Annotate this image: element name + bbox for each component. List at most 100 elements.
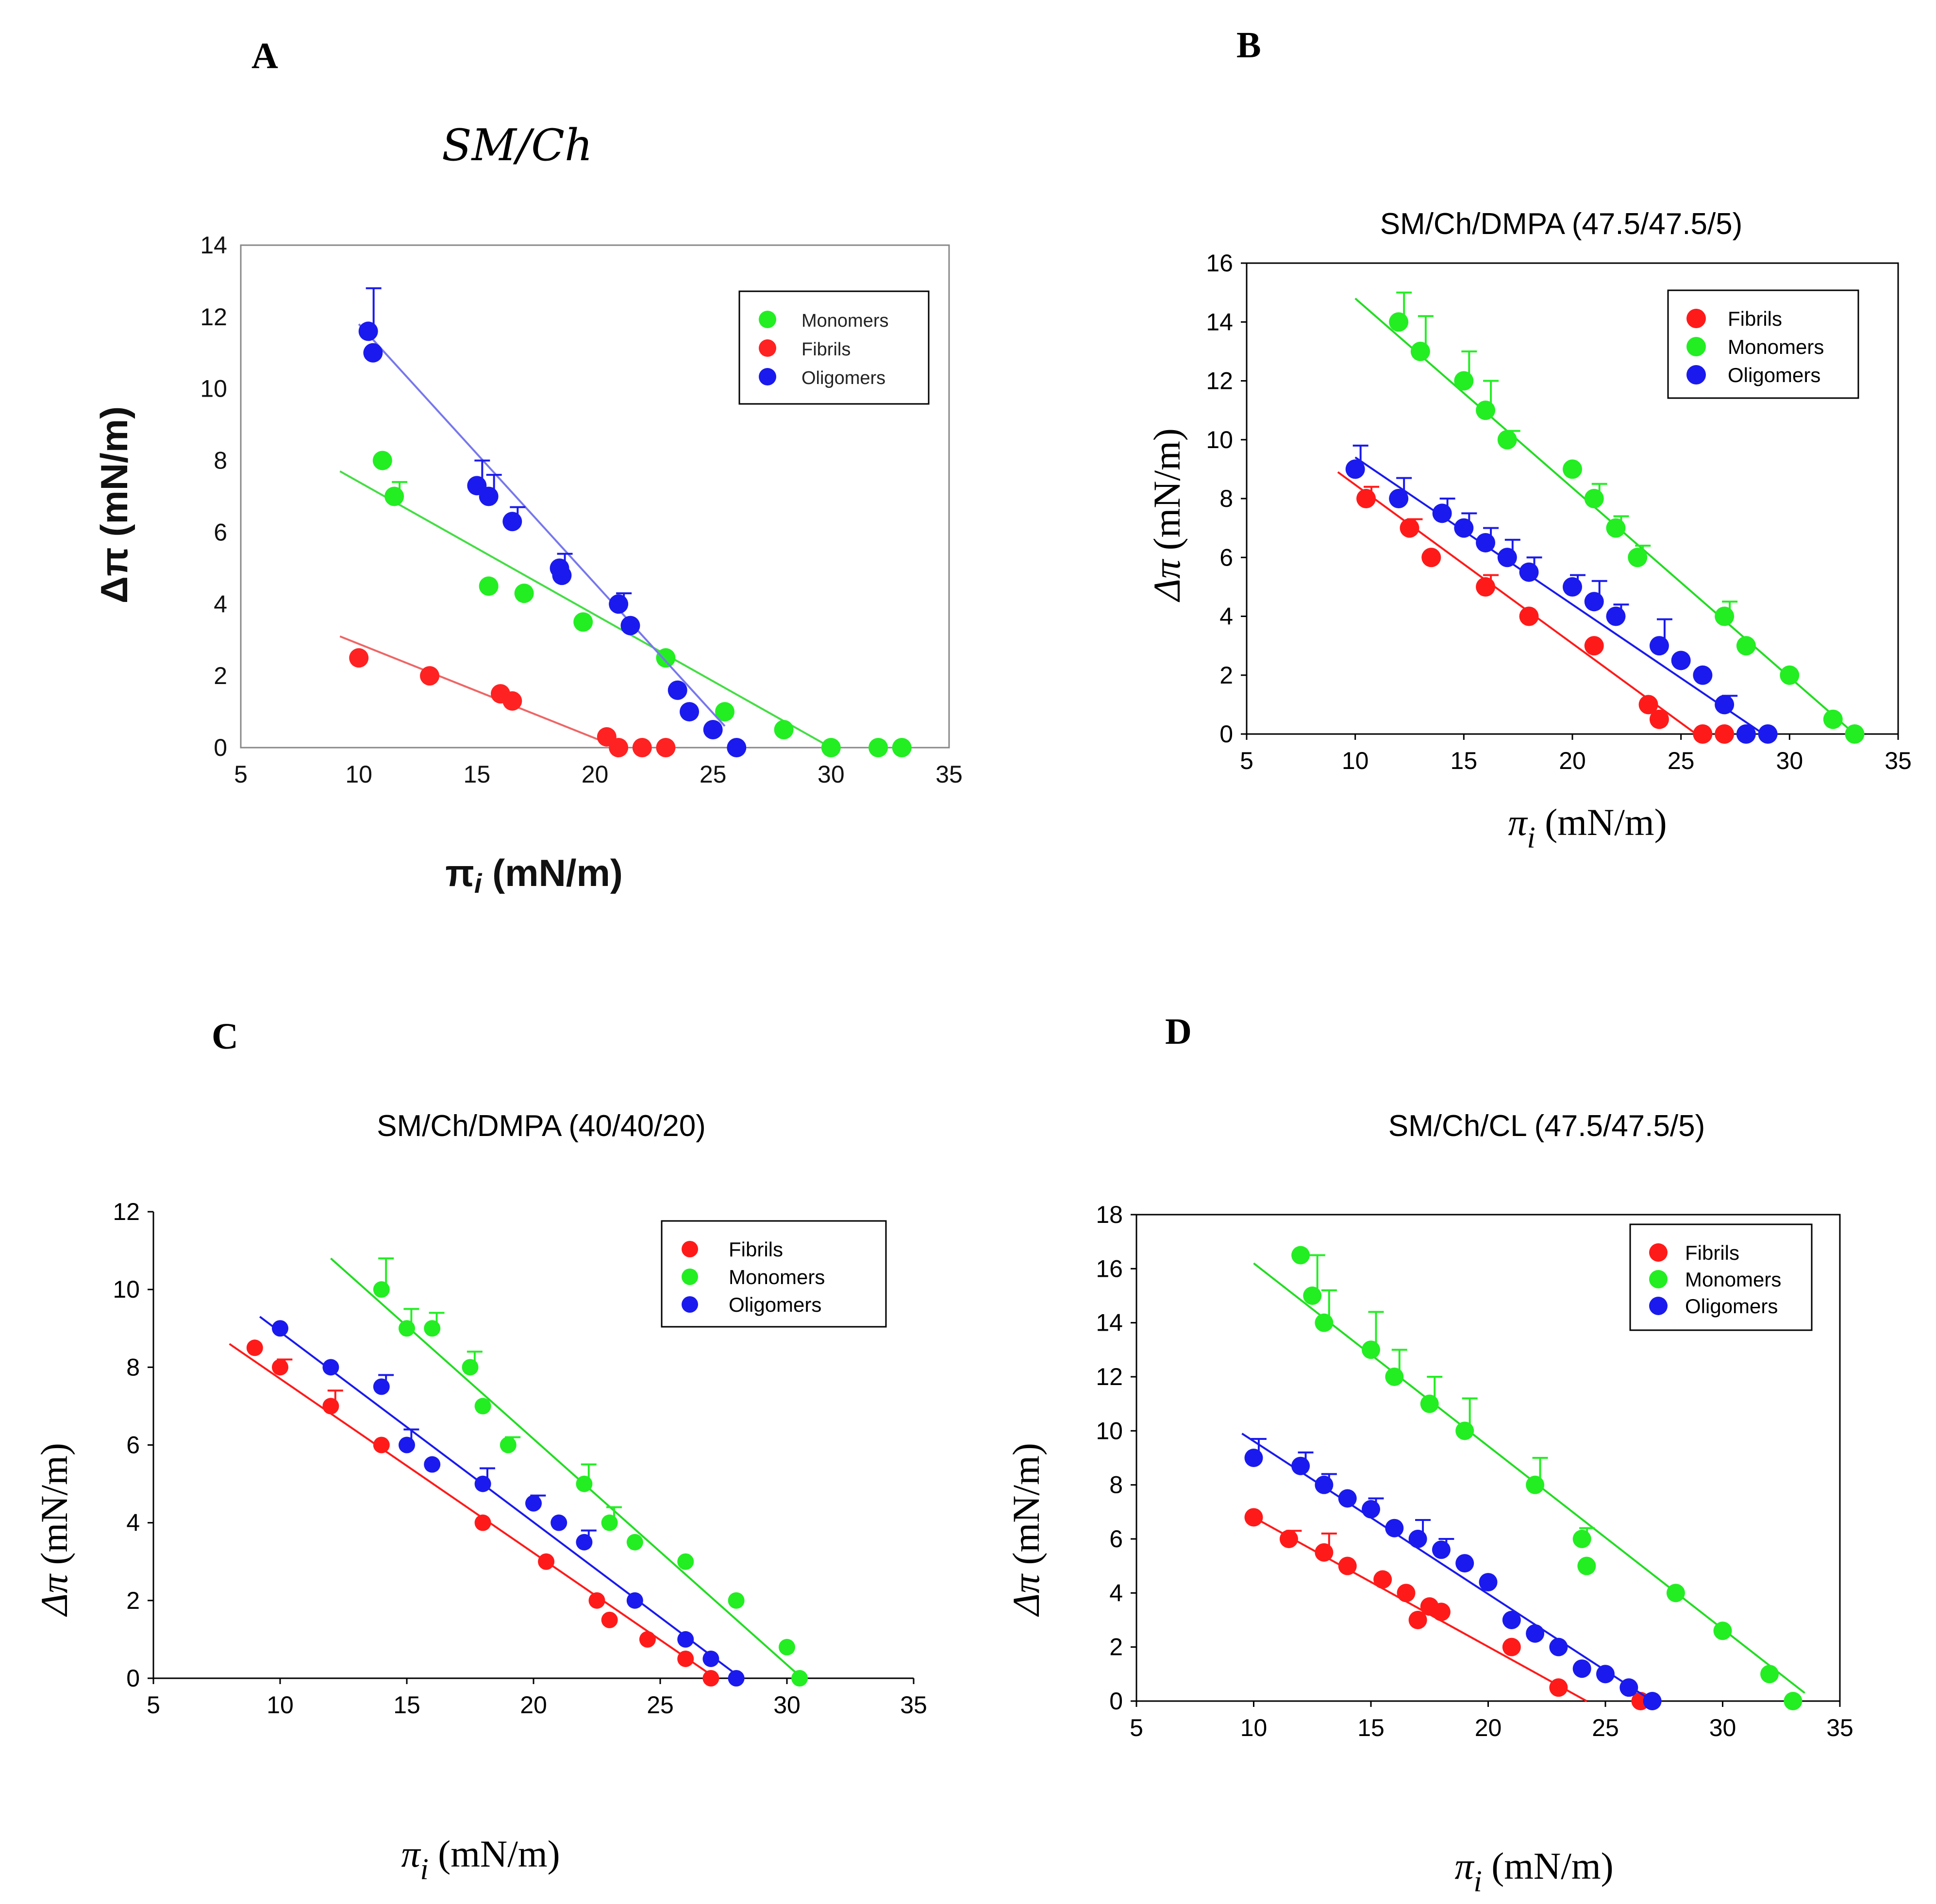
panel-c-y-tick-label: 12	[113, 1198, 140, 1225]
panel-d-letter: D	[1165, 1011, 1192, 1052]
panel-d-legend-marker-oligomers	[1649, 1297, 1668, 1315]
panel-d-fibrils-point	[1502, 1637, 1521, 1656]
panel-b: B SM/Ch/DMPA (47.5/47.5/5) 5 10 15 20 25 30 35…	[1146, 25, 1912, 854]
panel-b-oligomers-point	[1606, 606, 1626, 626]
panel-c-oligomers-point	[373, 1378, 390, 1395]
panel-b-fibrils-point	[1476, 577, 1496, 597]
panel-a-oligomers-point	[680, 702, 700, 722]
panel-c-y-tick-label: 10	[113, 1276, 140, 1303]
panel-d-legend-label-oligomers: Oligomers	[1685, 1295, 1778, 1318]
panel-d-x-tick-label: 10	[1240, 1714, 1268, 1741]
panel-c-monomers-point	[373, 1281, 390, 1298]
panel-d-y-tick-label: 12	[1096, 1363, 1123, 1390]
panel-c-fibrils-fit-line	[229, 1343, 717, 1679]
panel-d-fibrils-point	[1432, 1603, 1451, 1621]
panel-a-fibrils-point	[656, 738, 676, 757]
panel-b-y-tick-label: 2	[1219, 662, 1233, 689]
panel-b-monomers-point	[1389, 312, 1409, 332]
panel-c-fibrils-point	[474, 1514, 491, 1531]
panel-c-fibrils-point	[639, 1631, 656, 1648]
panel-c-oligomers-point	[424, 1456, 441, 1473]
panel-c-monomers-point	[677, 1553, 694, 1570]
panel-b-y-tick-label: 6	[1219, 544, 1233, 571]
panel-c-monomers-point	[576, 1475, 593, 1492]
panel-a-y-tick-label: 12	[200, 303, 227, 331]
panel-d-fibrils-point	[1549, 1678, 1568, 1697]
panel-d-oligomers-point	[1502, 1611, 1521, 1629]
panel-d-oligomers-point	[1619, 1678, 1638, 1697]
panel-a-title: SM/Ch	[442, 120, 593, 171]
panel-a-legend-marker-fibrils	[759, 339, 776, 357]
panel-d-fibrils-point	[1279, 1530, 1298, 1548]
panel-d-fibrils-point	[1373, 1570, 1392, 1589]
panel-b-oligomers-point	[1519, 562, 1539, 582]
panel-a-monomers-point	[514, 584, 534, 603]
panel-b-legend-label-fibrils: Fibrils	[1728, 307, 1782, 330]
panel-d-oligomers-point	[1549, 1637, 1568, 1656]
panel-b-oligomers-fit-line	[1354, 456, 1764, 735]
panel-d-oligomers-point	[1596, 1665, 1615, 1684]
panel-a-y-tick-label: 4	[214, 590, 227, 618]
panel-c-legend-marker-monomers	[682, 1269, 698, 1285]
panel-d-y-tick-label: 14	[1096, 1309, 1123, 1336]
panel-a-legend-label-fibrils: Fibrils	[801, 339, 851, 360]
panel-b-y-tick-label: 4	[1219, 603, 1233, 630]
panel-b-monomers-point	[1476, 401, 1496, 420]
panel-c-monomers-point	[791, 1670, 808, 1687]
panel-a-fibrils-point	[502, 691, 522, 711]
panel-d-monomers-point	[1666, 1584, 1685, 1603]
panel-c-fibrils-point	[272, 1359, 288, 1376]
panel-a-y-axis-label: Δπ (mN/m)	[93, 406, 135, 603]
panel-c-x-axis-label: πi (mN/m)	[401, 1833, 560, 1886]
panel-b-x-axis-label: πi (mN/m)	[1508, 801, 1667, 854]
panel-c-monomers-point	[728, 1592, 745, 1609]
panel-a-oligomers-point	[479, 486, 499, 506]
panel-a-x-tick-label: 25	[700, 761, 727, 788]
panel-b-x-tick-label: 5	[1240, 747, 1253, 774]
panel-c-fibrils-point	[373, 1436, 390, 1453]
panel-a-monomers-point	[774, 720, 794, 740]
panel-d: D SM/Ch/CL (47.5/47.5/5) 5 10 15 20 25 30 35 0 2…	[1005, 1011, 1853, 1898]
panel-a-y-tick-label: 6	[214, 518, 227, 546]
panel-b-y-tick-label: 0	[1219, 720, 1233, 748]
panel-c-oligomers-point	[399, 1436, 415, 1453]
panel-d-legend-marker-fibrils	[1649, 1243, 1668, 1262]
panel-b-y-tick-label: 14	[1206, 308, 1233, 335]
panel-c-x-tick-label: 20	[520, 1691, 547, 1719]
panel-a-x-tick-label: 5	[234, 761, 248, 788]
panel-c-x-tick-label: 15	[393, 1691, 420, 1719]
panel-d-monomers-point	[1455, 1421, 1474, 1440]
panel-a-monomers-point	[892, 738, 912, 757]
panel-a-x-tick-label: 10	[345, 761, 372, 788]
panel-b-monomers-point	[1845, 724, 1865, 744]
panel-b-x-tick-label: 30	[1776, 747, 1803, 774]
panel-b-oligomers-point	[1649, 636, 1669, 656]
panel-d-fibrils-fit-line	[1253, 1516, 1587, 1702]
panel-c-fibrils-point	[601, 1611, 618, 1628]
panel-a-y-tick-label: 10	[200, 375, 227, 402]
panel-a-y-tick-label: 14	[200, 232, 227, 259]
panel-b-oligomers-point	[1476, 533, 1496, 552]
panel-b-oligomers-point	[1563, 577, 1582, 597]
panel-d-fibrils-point	[1408, 1611, 1427, 1629]
panel-a-fibrils-fit-line	[339, 635, 619, 749]
panel-c-x-tick-label: 5	[147, 1691, 160, 1719]
panel-b-oligomers-point	[1432, 503, 1452, 523]
panel-a-fibrils-point	[349, 648, 369, 668]
panel-d-monomers-point	[1713, 1621, 1732, 1640]
panel-d-y-tick-label: 18	[1096, 1201, 1123, 1228]
panel-d-oligomers-point	[1291, 1456, 1310, 1475]
panel-c-oligomers-point	[474, 1475, 491, 1492]
panel-d-monomers-point	[1303, 1286, 1322, 1305]
panel-d-oligomers-point	[1385, 1519, 1404, 1537]
panel-a-monomers-point	[573, 612, 593, 632]
panel-b-fibrils-point	[1356, 489, 1376, 508]
panel-c-y-tick-label: 4	[126, 1509, 140, 1537]
panel-a-monomers-point	[715, 702, 734, 722]
panel-a-fibrils-point	[420, 666, 440, 686]
panel-d-fibrils-point	[1397, 1584, 1416, 1603]
panel-b-oligomers-point	[1345, 459, 1365, 479]
panel-b-legend-marker-monomers	[1686, 337, 1706, 356]
panel-b-y-tick-label: 12	[1206, 367, 1233, 395]
panel-a-y-tick-label: 2	[214, 662, 227, 689]
